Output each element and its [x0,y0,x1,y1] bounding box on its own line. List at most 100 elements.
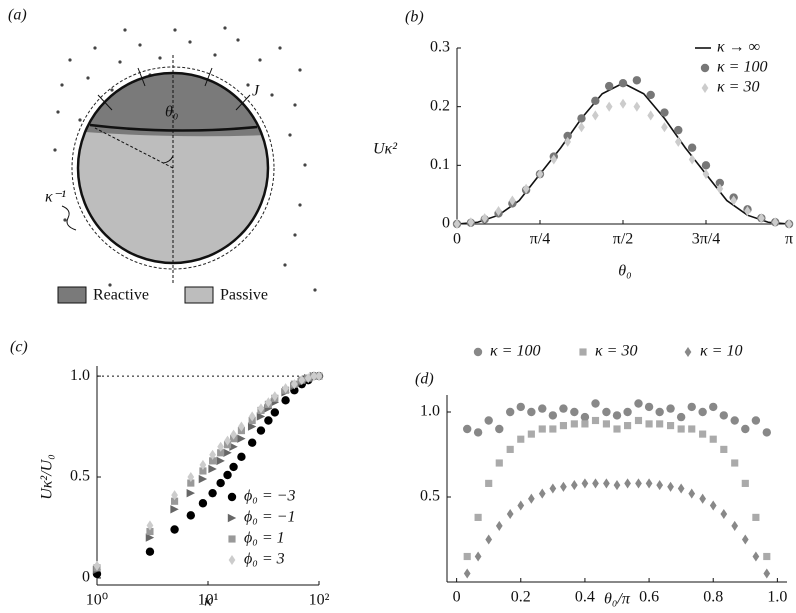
point [463,552,471,561]
point [720,445,728,453]
x-tick-label: π/2 [613,231,634,248]
point [282,383,289,394]
x-tick-label: 0 [453,231,461,248]
point [522,183,530,194]
chart-panel: (b) 0 π/4 π/2 3π/4 π 0 0.1 0.2 0.3 θ₀ Uκ² κ → ∞ κ = 1… [373,9,794,280]
point [581,478,589,489]
point [619,98,627,109]
x-axis-label: κ [204,593,212,610]
legend-swatch [473,347,483,357]
point [506,508,514,520]
point [467,217,475,228]
point [538,404,547,413]
point [624,422,632,430]
panel-label: (c) [10,339,28,356]
point [604,81,614,91]
legend-label: κ = 100 [490,343,540,360]
point [667,481,674,492]
point [550,154,558,165]
point [720,508,728,520]
point [570,407,579,417]
point [506,445,514,453]
point [644,402,654,412]
point [698,407,707,417]
diagram-panel: (a) θ₀ J κ⁻¹ Reactive Passive [8,7,317,304]
x-tick-label: 1.0 [767,589,787,606]
point [265,397,272,408]
point [171,497,179,505]
point [199,467,207,475]
point [624,478,631,489]
point [564,136,572,147]
point [632,76,642,85]
point [592,478,599,489]
point [762,428,771,437]
point [709,402,718,412]
y-tick-label: 1.0 [70,367,90,384]
point [702,169,710,180]
y-axis-label: Uκ² [373,141,398,158]
y-tick-label: 0.3 [430,39,450,56]
point [538,425,546,433]
point [271,391,279,402]
point [170,505,179,514]
x-tick-label: 0 [453,589,461,606]
point [716,183,724,194]
legend-label: κ = 30 [595,343,637,360]
point [199,459,207,470]
point [223,448,232,457]
point [633,101,641,112]
point [247,422,257,431]
point [527,407,536,417]
point [473,428,483,437]
x-tick-label: 0.2 [511,589,531,606]
point [495,424,504,434]
point [485,479,493,487]
point [209,449,216,460]
point [474,551,482,562]
point [645,478,653,489]
point [763,568,771,579]
length-pointer [61,205,77,231]
point [538,488,546,499]
point [757,213,765,224]
point [634,399,643,408]
point [223,470,232,480]
legend-swatch [57,286,87,304]
point [238,421,245,432]
point [570,420,578,428]
point [304,373,312,384]
point [517,435,525,443]
point [656,420,664,428]
x-tick-label: 10⁰ [86,592,108,609]
legend-label: ϕ₀ = −1 [244,509,295,526]
point [591,96,600,106]
x-tick-label: 10¹ [198,592,219,609]
legend-swatch [579,348,587,356]
point [634,416,643,425]
x-axis-label: θ₀/π [604,591,631,608]
point [603,478,610,489]
y-axis-label: Uκ²/U₀ [39,454,56,500]
legend-label: Passive [220,287,268,304]
point [771,217,779,228]
point [744,206,751,217]
point [217,449,225,457]
y-tick-label: 0 [82,569,90,586]
point [709,500,717,511]
point [563,131,572,141]
point [548,411,558,420]
point [484,416,493,425]
point [256,412,266,421]
point [186,511,196,520]
point [559,422,568,430]
point [645,420,653,428]
point [741,479,749,487]
point [453,218,461,230]
legend-swatch [700,63,710,73]
legend-swatch [228,535,236,543]
point [209,457,217,465]
point [146,527,154,536]
point [577,114,586,123]
point [602,420,610,428]
